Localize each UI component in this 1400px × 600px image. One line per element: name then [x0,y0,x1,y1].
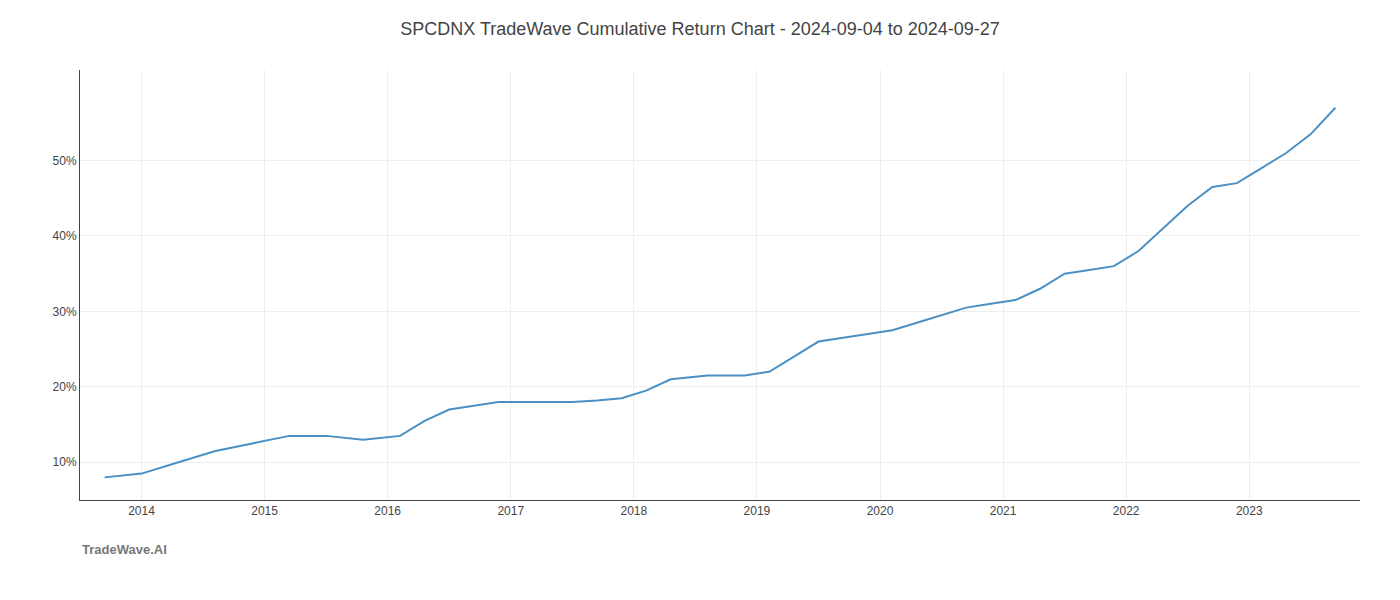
svg-text:20%: 20% [53,380,77,394]
svg-text:2016: 2016 [374,504,401,518]
svg-text:30%: 30% [53,305,77,319]
svg-text:2021: 2021 [990,504,1017,518]
svg-text:2014: 2014 [128,504,155,518]
svg-text:10%: 10% [53,455,77,469]
svg-text:2019: 2019 [744,504,771,518]
svg-text:2022: 2022 [1113,504,1140,518]
svg-text:50%: 50% [53,154,77,168]
svg-text:40%: 40% [53,229,77,243]
svg-text:SPCDNX TradeWave Cumulative Re: SPCDNX TradeWave Cumulative Return Chart… [400,19,1000,39]
svg-text:TradeWave.AI: TradeWave.AI [82,542,167,557]
svg-text:2023: 2023 [1236,504,1263,518]
svg-text:2017: 2017 [497,504,524,518]
svg-text:2020: 2020 [867,504,894,518]
svg-text:2018: 2018 [620,504,647,518]
svg-text:2015: 2015 [251,504,278,518]
